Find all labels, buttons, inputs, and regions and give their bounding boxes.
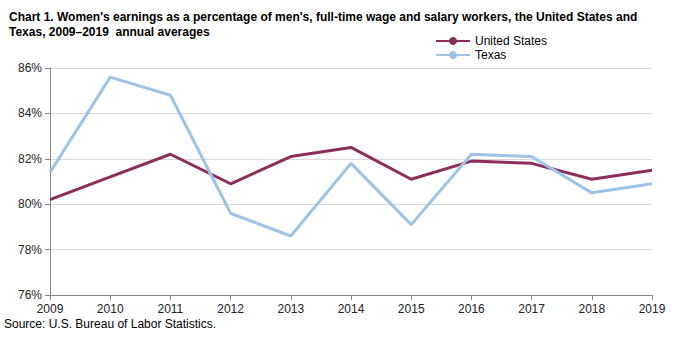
svg-text:78%: 78% [18,243,42,257]
svg-text:2019: 2019 [639,302,666,316]
svg-text:2016: 2016 [458,302,485,316]
svg-text:2009: 2009 [37,302,64,316]
svg-text:2011: 2011 [157,302,183,316]
svg-text:2015: 2015 [398,302,425,316]
svg-text:84%: 84% [18,106,42,120]
svg-text:2010: 2010 [97,302,124,316]
svg-text:United States: United States [475,34,547,48]
svg-text:2018: 2018 [578,302,605,316]
svg-text:2014: 2014 [338,302,365,316]
svg-text:80%: 80% [18,197,42,211]
svg-text:Chart 1. Women's earnings as a: Chart 1. Women's earnings as a percentag… [9,10,641,24]
svg-text:86%: 86% [18,61,42,75]
svg-text:2012: 2012 [217,302,244,316]
svg-text:Texas, 2009–2019 annual avera: Texas, 2009–2019 annual averages [9,25,210,39]
svg-text:2013: 2013 [277,302,304,316]
svg-text:2017: 2017 [518,302,545,316]
svg-text:76%: 76% [18,288,42,302]
svg-text:82%: 82% [18,152,42,166]
svg-text:Texas: Texas [475,48,506,62]
svg-text:Source: U.S. Bureau of Labor S: Source: U.S. Bureau of Labor Statistics. [4,317,216,331]
